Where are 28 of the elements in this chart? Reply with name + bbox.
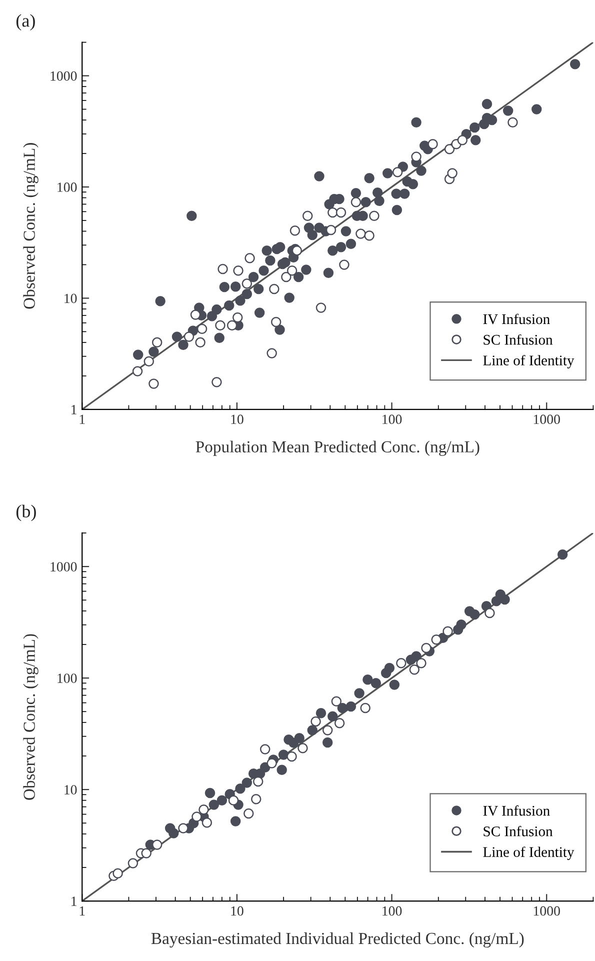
y-tick-label: 1 (72, 405, 76, 414)
y-tick-label: 1000 (50, 562, 77, 572)
legend-label: IV Infusion (483, 805, 550, 816)
x-axis-title: Population Mean Predicted Conc. (ng/mL) (196, 440, 480, 456)
x-axis-title: Bayesian-estimated Individual Predicted Conc. (ng/mL) (151, 932, 524, 948)
legend-label: IV Infusion (483, 314, 550, 324)
y-tick-label: 1 (72, 896, 76, 906)
x-tick-label: 10 (231, 906, 244, 916)
y-tick-label: 10 (64, 294, 77, 304)
y-tick-label: 1000 (50, 71, 77, 81)
y-axis-title: Observed Conc. (ng/mL) (23, 634, 38, 800)
chart-title: (b) (16, 504, 36, 522)
y-tick-label: 100 (58, 182, 77, 192)
chart-title: (a) (16, 14, 35, 30)
legend-label: SC Infusion (484, 334, 553, 345)
x-tick-label: 1000 (534, 906, 560, 916)
legend-label: SC Infusion (484, 826, 553, 836)
x-tick-label: 10 (231, 414, 244, 424)
y-tick-label: 100 (58, 674, 77, 683)
x-tick-label: 1 (80, 414, 85, 424)
legend-label: Line of Identity (483, 354, 574, 368)
x-tick-label: 100 (382, 414, 402, 424)
y-axis-title: Observed Conc. (ng/mL) (23, 143, 38, 309)
x-tick-label: 100 (382, 906, 402, 916)
x-tick-label: 1 (80, 906, 85, 916)
x-tick-label: 1000 (534, 414, 560, 424)
y-tick-label: 10 (64, 785, 77, 794)
legend-label: Line of Identity (483, 846, 574, 860)
